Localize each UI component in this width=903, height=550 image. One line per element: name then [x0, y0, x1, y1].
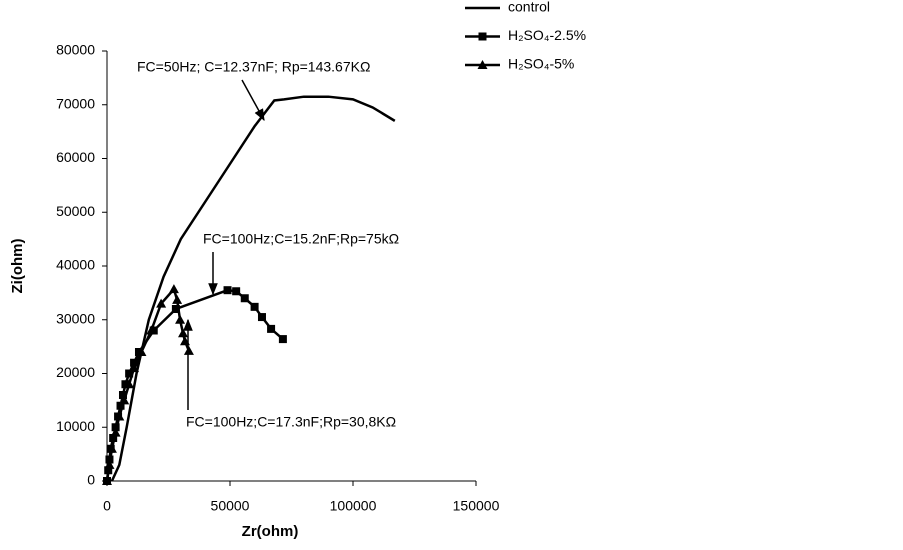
point [114, 411, 125, 421]
point [110, 427, 121, 437]
point [278, 335, 287, 344]
legend-label: H₂SO₄-2.5% [508, 27, 586, 43]
point [240, 294, 249, 303]
point [171, 305, 180, 313]
y-tick-label: 80000 [56, 42, 95, 58]
y-tick-label: 0 [87, 472, 95, 488]
y-tick-label: 70000 [56, 95, 95, 111]
point [129, 363, 140, 373]
point [223, 286, 232, 295]
y-tick-label: 60000 [56, 149, 95, 165]
legend-label: control [508, 0, 550, 15]
point [124, 379, 135, 389]
point [267, 324, 276, 333]
point [106, 443, 117, 453]
point [257, 313, 266, 322]
series-line [110, 95, 396, 482]
y-axis-title: Zi(ohm) [9, 239, 26, 294]
point [183, 345, 194, 355]
legend-marker [477, 60, 488, 69]
y-tick-label: 40000 [56, 257, 95, 273]
annotation: FC=100Hz;C=17.3nF;Rp=30,8KΩ [186, 414, 396, 430]
point [232, 287, 241, 296]
point [250, 302, 259, 311]
point [130, 358, 139, 367]
point [172, 294, 183, 304]
point [104, 459, 115, 469]
legend-marker [478, 32, 487, 41]
point [121, 380, 130, 389]
x-tick-label: 100000 [330, 498, 377, 514]
x-tick-label: 50000 [211, 498, 250, 514]
x-axis-title: Zr(ohm) [242, 523, 299, 540]
point [116, 401, 125, 410]
point [178, 328, 189, 338]
annotation: FC=100Hz;C=15.2nF;Rp=75kΩ [203, 231, 399, 247]
point [118, 391, 127, 399]
point [146, 325, 157, 335]
legend-label: H₂SO₄-5% [508, 56, 574, 72]
annotation-arrow [241, 79, 265, 122]
point [102, 476, 112, 485]
series-line [105, 286, 191, 482]
point [119, 395, 130, 405]
point [136, 347, 147, 356]
y-tick-label: 10000 [56, 418, 95, 434]
point [125, 369, 134, 378]
y-tick-label: 50000 [56, 203, 95, 219]
point [168, 284, 179, 294]
point [175, 314, 186, 324]
point [156, 298, 167, 308]
x-tick-label: 150000 [453, 498, 500, 514]
y-tick-label: 30000 [56, 310, 95, 326]
x-tick-label: 0 [103, 498, 111, 514]
y-tick-label: 20000 [56, 364, 95, 380]
annotation: FC=50Hz; C=12.37nF; Rp=143.67KΩ [137, 59, 370, 75]
point [179, 336, 190, 346]
